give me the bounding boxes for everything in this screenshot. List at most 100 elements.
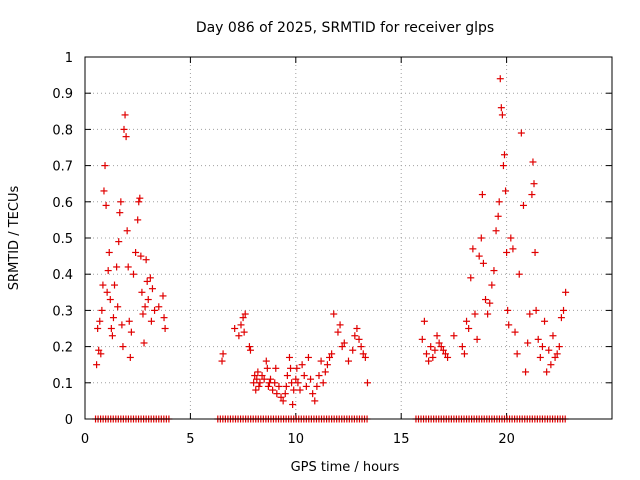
y-tick-label: 0.8 bbox=[52, 123, 73, 138]
y-tick-label: 1 bbox=[65, 51, 73, 66]
data-point bbox=[528, 191, 536, 199]
data-point bbox=[148, 285, 156, 293]
data-point bbox=[129, 270, 137, 278]
data-point bbox=[117, 198, 125, 206]
data-point bbox=[300, 372, 308, 380]
data-point bbox=[547, 361, 555, 369]
data-point bbox=[264, 382, 272, 390]
data-point bbox=[541, 317, 549, 325]
data-point bbox=[283, 372, 291, 380]
data-point bbox=[545, 346, 553, 354]
data-point bbox=[538, 343, 546, 351]
data-point bbox=[534, 335, 542, 343]
data-point bbox=[302, 382, 310, 390]
data-point bbox=[239, 314, 247, 322]
data-point bbox=[355, 335, 363, 343]
data-point bbox=[551, 353, 559, 361]
axis-ticks bbox=[84, 56, 612, 420]
data-point bbox=[241, 310, 249, 318]
data-point bbox=[262, 357, 270, 365]
data-point bbox=[144, 296, 152, 304]
data-point bbox=[288, 379, 296, 387]
data-point bbox=[277, 393, 285, 401]
data-point bbox=[441, 350, 449, 358]
data-point bbox=[515, 270, 523, 278]
data-point bbox=[439, 346, 447, 354]
data-point bbox=[511, 328, 519, 336]
data-point bbox=[127, 328, 135, 336]
data-point bbox=[298, 361, 306, 369]
grid-lines bbox=[85, 57, 612, 419]
data-point bbox=[422, 350, 430, 358]
y-axis-label: SRMTID / TECUs bbox=[7, 186, 22, 291]
data-point bbox=[311, 397, 319, 405]
data-point bbox=[102, 201, 110, 209]
data-point bbox=[529, 158, 537, 166]
data-point bbox=[429, 353, 437, 361]
data-point bbox=[490, 267, 498, 275]
data-point bbox=[323, 361, 331, 369]
data-point bbox=[469, 245, 477, 253]
data-point bbox=[334, 328, 342, 336]
data-point bbox=[285, 353, 293, 361]
data-point bbox=[504, 306, 512, 314]
data-point bbox=[471, 310, 479, 318]
data-point bbox=[486, 299, 494, 307]
data-point bbox=[281, 390, 289, 398]
data-point bbox=[108, 332, 116, 340]
data-point bbox=[307, 375, 315, 383]
data-point bbox=[105, 248, 113, 256]
data-point bbox=[433, 332, 441, 340]
data-point bbox=[126, 353, 134, 361]
data-point bbox=[503, 248, 511, 256]
data-point bbox=[136, 194, 144, 202]
data-point bbox=[296, 386, 304, 394]
data-point bbox=[94, 325, 102, 332]
data-point bbox=[101, 162, 109, 170]
data-point bbox=[465, 325, 473, 332]
data-point bbox=[555, 343, 563, 351]
data-point bbox=[484, 310, 492, 318]
data-point bbox=[134, 216, 142, 224]
y-tick-label: 0.6 bbox=[52, 196, 73, 211]
data-point bbox=[160, 314, 168, 322]
data-point bbox=[431, 346, 439, 354]
data-point bbox=[140, 339, 148, 347]
data-point bbox=[115, 238, 123, 246]
data-point bbox=[263, 364, 271, 372]
data-point bbox=[132, 248, 140, 256]
data-point bbox=[357, 343, 365, 351]
x-tick-label: 5 bbox=[186, 432, 194, 447]
data-point bbox=[159, 292, 167, 300]
data-point bbox=[218, 357, 226, 365]
data-point bbox=[118, 321, 126, 329]
data-point bbox=[282, 382, 290, 390]
data-point bbox=[304, 353, 312, 361]
data-point bbox=[361, 353, 369, 361]
data-point bbox=[437, 343, 445, 351]
data-point bbox=[138, 288, 146, 296]
y-tick-label: 0.3 bbox=[52, 304, 73, 319]
data-point bbox=[113, 263, 121, 271]
data-point bbox=[427, 343, 435, 351]
data-point bbox=[98, 306, 106, 314]
data-point bbox=[255, 382, 263, 390]
data-point bbox=[271, 379, 279, 387]
data-point bbox=[321, 368, 329, 376]
data-point bbox=[109, 314, 117, 322]
data-point bbox=[107, 325, 115, 332]
data-point bbox=[116, 209, 124, 217]
data-point bbox=[253, 375, 261, 383]
y-tick-label: 0.7 bbox=[52, 160, 73, 175]
data-point bbox=[151, 306, 159, 314]
data-point bbox=[231, 325, 239, 332]
data-point bbox=[309, 390, 317, 398]
data-point bbox=[272, 364, 280, 372]
data-point bbox=[254, 368, 262, 376]
data-point bbox=[245, 343, 253, 351]
data-point bbox=[363, 379, 371, 387]
data-point bbox=[279, 397, 287, 405]
x-tick-label: 15 bbox=[393, 432, 410, 447]
data-point bbox=[478, 191, 486, 199]
data-point bbox=[536, 353, 544, 361]
